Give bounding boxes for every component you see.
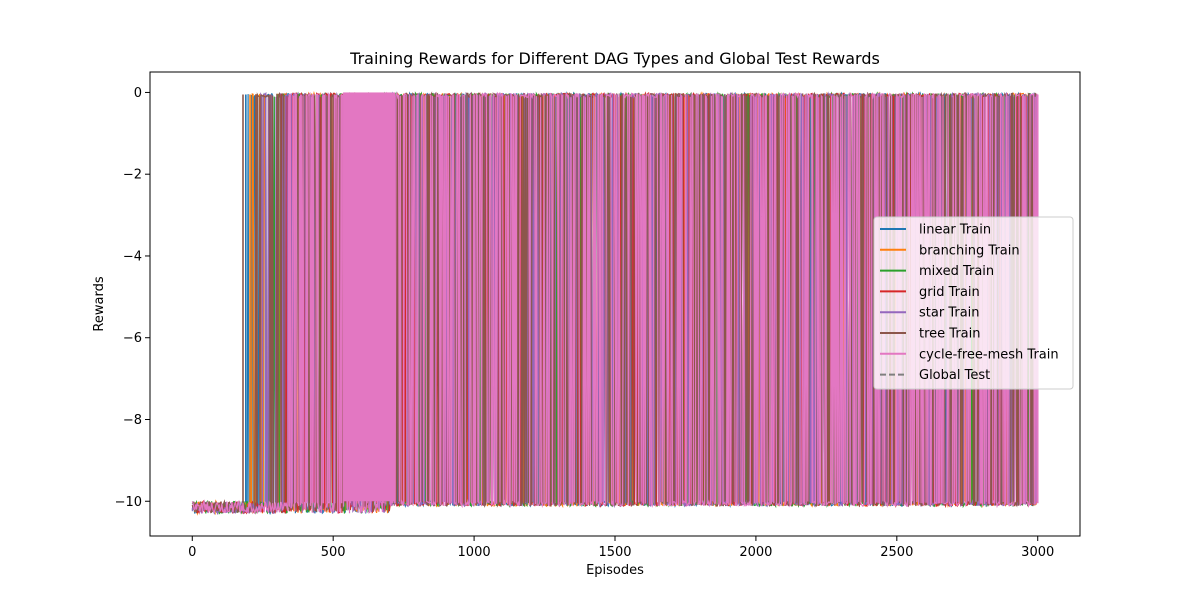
y-tick-label: 0 (134, 86, 142, 101)
y-tick-label: −6 (123, 331, 142, 346)
legend-entry: tree Train (880, 327, 980, 342)
dense-band (343, 92, 396, 502)
x-tick-label: 3000 (1021, 545, 1054, 560)
x-tick-label: 2500 (880, 545, 913, 560)
legend-label: cycle-free-mesh Train (919, 347, 1059, 362)
x-tick-label: 0 (188, 545, 196, 560)
y-axis: 0 −2 −4 −6 −8 −10 (115, 86, 150, 510)
x-axis-title: Episodes (586, 563, 644, 578)
legend-label: linear Train (919, 223, 991, 238)
legend-entry: mixed Train (880, 264, 994, 279)
legend-label: grid Train (919, 285, 980, 300)
legend-label: mixed Train (919, 264, 994, 279)
x-tick-label: 1500 (598, 545, 631, 560)
chart-title: Training Rewards for Different DAG Types… (349, 49, 880, 68)
series-layer (191, 91, 1039, 516)
y-tick-label: −10 (115, 495, 142, 510)
x-tick-label: 500 (321, 545, 346, 560)
legend-label: branching Train (919, 243, 1020, 258)
legend-label: tree Train (919, 327, 980, 342)
legend: linear Train branching Train mixed Train gr… (873, 216, 1074, 390)
legend-entry: branching Train (880, 243, 1020, 258)
x-tick-label: 2000 (739, 545, 772, 560)
y-tick-label: −8 (123, 413, 142, 428)
y-tick-label: −2 (123, 168, 142, 183)
legend-label: star Train (919, 306, 980, 321)
legend-entry: cycle-free-mesh Train (880, 347, 1059, 362)
y-tick-label: −4 (123, 249, 142, 264)
y-axis-title: Rewards (92, 276, 107, 331)
legend-box (873, 216, 1074, 390)
legend-entry: grid Train (880, 285, 980, 300)
legend-label: Global Test (919, 368, 990, 383)
legend-entry: linear Train (880, 223, 991, 238)
legend-entry: Global Test (880, 368, 990, 383)
x-tick-label: 1000 (458, 545, 491, 560)
legend-entry: star Train (880, 306, 980, 321)
x-axis: 0 500 1000 1500 2000 2500 3000 (188, 536, 1054, 560)
